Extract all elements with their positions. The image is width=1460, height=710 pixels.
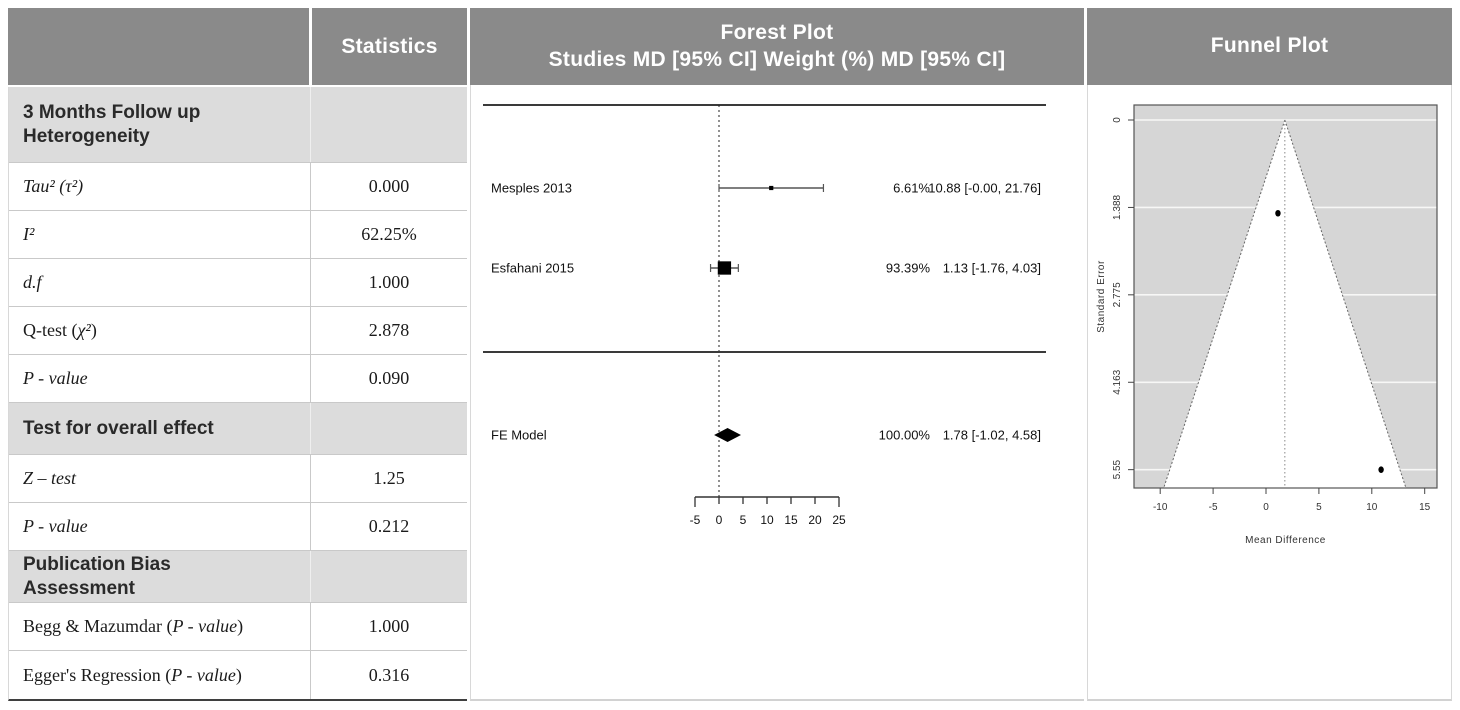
forest-plot-title: Forest Plot [720, 21, 834, 45]
funnel-plot-body: -10 -5 0 5 10 15 Mean Difference 0 1.388 2.775 4.1… [1087, 85, 1452, 701]
stat-value: 0.090 [368, 368, 410, 388]
stat-label: Tau² (τ²) [23, 176, 84, 196]
stat-label: P - value [23, 516, 88, 536]
stat-value: 2.878 [368, 320, 410, 340]
svg-text:10: 10 [1366, 502, 1378, 513]
stat-value: 0.212 [368, 516, 410, 536]
section-header-heterogeneity: 3 Months Follow up Heterogeneity [9, 87, 467, 163]
forest-plot-panel: Forest Plot Studies MD [95% CI] Weight (… [470, 8, 1084, 702]
stat-label: Q-test ( [23, 320, 78, 340]
svg-text:-10: -10 [1153, 502, 1168, 513]
stat-label: d.f [23, 272, 42, 292]
stat-row-ztest: Z – test 1.25 [9, 455, 467, 503]
svg-text:1.13 [-1.76, 4.03]: 1.13 [-1.76, 4.03] [943, 261, 1041, 276]
svg-text:Esfahani 2015: Esfahani 2015 [491, 261, 574, 276]
forest-plot-body: Mesples 2013 6.61% 10.88 [-0.00, 21.76] Esf… [470, 85, 1084, 701]
svg-text:15: 15 [1419, 502, 1431, 513]
stat-row-i2: I² 62.25% [9, 211, 467, 259]
stat-row-egger: Egger's Regression (P - value) 0.316 [9, 651, 467, 699]
stat-label: Egger's Regression ( [23, 664, 172, 685]
svg-text:10: 10 [760, 513, 774, 527]
svg-text:10.88 [-0.00, 21.76]: 10.88 [-0.00, 21.76] [928, 181, 1041, 196]
statistics-table-body: 3 Months Follow up Heterogeneity Tau² (τ… [8, 87, 467, 701]
stat-value: 1.000 [368, 616, 410, 636]
table-header-row: Statistics [8, 8, 467, 85]
statistics-table: Statistics 3 Months Follow up Heterogene… [8, 8, 467, 702]
forest-plot: Mesples 2013 6.61%10.88 [-0.00, 21.76] Esf… [483, 104, 1046, 527]
svg-text:-5: -5 [1209, 502, 1218, 513]
svg-text:0: 0 [716, 513, 723, 527]
svg-text:-5: -5 [690, 513, 701, 527]
stat-row-begg: Begg & Mazumdar (P - value) 1.000 [9, 603, 467, 651]
svg-text:5.55: 5.55 [1112, 459, 1123, 479]
forest-plot-subtitle: Studies MD [95% CI] Weight (%) MD [95% C… [548, 47, 1006, 71]
section-header-overall-effect: Test for overall effect [9, 403, 467, 455]
svg-text:15: 15 [784, 513, 798, 527]
stat-value: 0.000 [368, 176, 410, 196]
svg-text:2.775: 2.775 [1112, 282, 1123, 307]
svg-text:0: 0 [1112, 117, 1123, 123]
stat-value: 62.25% [361, 224, 417, 244]
svg-text:4.163: 4.163 [1112, 369, 1123, 394]
funnel-plot-title: Funnel Plot [1210, 34, 1329, 58]
svg-text:1.78 [-1.02, 4.58]: 1.78 [-1.02, 4.58] [943, 428, 1041, 443]
stat-value: 1.25 [373, 468, 405, 488]
svg-text:6.61%: 6.61% [893, 181, 930, 196]
stat-label: I² [23, 224, 35, 244]
stat-value: 0.316 [368, 664, 410, 685]
svg-text:Standard Error: Standard Error [1096, 260, 1107, 333]
svg-text:5: 5 [1316, 502, 1322, 513]
stat-row-df: d.f 1.000 [9, 259, 467, 307]
svg-text:0: 0 [1263, 502, 1269, 513]
svg-text:25: 25 [832, 513, 846, 527]
table-header-empty [8, 8, 309, 85]
stat-row-pvalue-z: P - value 0.212 [9, 503, 467, 551]
svg-text:5: 5 [740, 513, 747, 527]
svg-text:Mean Difference: Mean Difference [1245, 535, 1326, 546]
funnel-plot-panel: Funnel Plot -10 -5 0 5 10 15 Mean Difference 0 1… [1087, 8, 1452, 702]
stat-value: 1.000 [368, 272, 410, 292]
svg-text:1.388: 1.388 [1112, 194, 1123, 219]
svg-text:100.00%: 100.00% [879, 428, 931, 443]
svg-text:FE Model: FE Model [491, 428, 547, 443]
section-header-publication-bias: Publication Bias Assessment [9, 551, 467, 603]
table-header-statistics: Statistics [312, 8, 467, 85]
stat-row-qtest: Q-test (χ²) 2.878 [9, 307, 467, 355]
svg-text:Mesples 2013: Mesples 2013 [491, 181, 572, 196]
funnel-plot-header: Funnel Plot [1087, 8, 1452, 85]
stat-label: Z – test [23, 468, 77, 488]
funnel-plot: -10 -5 0 5 10 15 Mean Difference 0 1.388 2.775 4.1… [1096, 104, 1438, 546]
statistics-header-label: Statistics [341, 34, 438, 58]
svg-text:20: 20 [808, 513, 822, 527]
forest-plot-header: Forest Plot Studies MD [95% CI] Weight (… [470, 8, 1084, 85]
stat-label: Begg & Mazumdar ( [23, 616, 173, 636]
stat-label: P - value [23, 368, 88, 388]
stat-row-pvalue-het: P - value 0.090 [9, 355, 467, 403]
svg-text:93.39%: 93.39% [886, 261, 931, 276]
stat-row-tau2: Tau² (τ²) 0.000 [9, 163, 467, 211]
